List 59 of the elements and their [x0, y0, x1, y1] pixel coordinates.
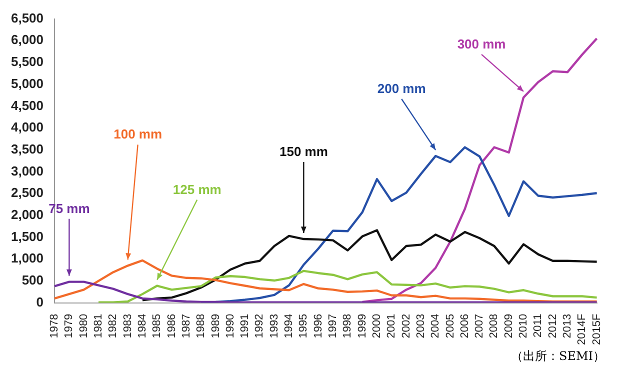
y-tick-label: 4,000 [10, 120, 44, 135]
y-tick-label: 3,000 [10, 163, 44, 178]
x-tick-label: 2007 [474, 314, 486, 338]
y-tick-label: 5,500 [10, 54, 44, 70]
x-tick-label: 2005 [444, 314, 456, 338]
x-tick-label: 1991 [239, 314, 252, 338]
x-tick-label: 2014F [576, 314, 588, 346]
x-tick-label: 1995 [298, 314, 310, 338]
y-tick-label: 4,500 [10, 98, 44, 113]
y-tick-label: 2,500 [10, 185, 44, 200]
x-tick-label: 1997 [327, 314, 340, 338]
annotation: 300 mm [457, 36, 506, 52]
x-tick-label: 2009 [502, 314, 515, 338]
y-tick-label: 0 [36, 294, 44, 310]
y-tick-label: 6,000 [10, 32, 44, 48]
x-tick-label: 1989 [210, 314, 222, 338]
annotation: 200 mm [377, 81, 426, 96]
x-tick-label: 1993 [268, 314, 280, 338]
x-tick-label: 2012 [546, 314, 559, 338]
annotation: 75 mm [48, 200, 90, 216]
annotation: 150 mm [279, 144, 328, 160]
x-tick-label: 1994 [283, 314, 296, 338]
y-tick-label: 3,500 [10, 141, 44, 156]
x-tick-label: 1981 [92, 314, 105, 338]
x-tick-label: 2002 [400, 314, 412, 338]
x-tick-label: 2006 [458, 314, 471, 338]
y-tick-label: 500 [22, 272, 44, 288]
x-tick-label: 1986 [166, 314, 178, 338]
x-tick-label: 1999 [356, 314, 368, 338]
x-tick-label: 2008 [488, 314, 500, 338]
y-tick-label: 2,000 [10, 207, 44, 222]
x-tick-label: 2001 [386, 314, 398, 338]
x-tick-label: 2015F [590, 314, 603, 346]
x-tick-label: 2011 [532, 314, 544, 338]
x-tick-label: 1987 [180, 314, 192, 338]
x-tick-label: 1978 [48, 314, 61, 338]
x-tick-label: 2000 [370, 314, 383, 338]
x-tick-label: 1983 [122, 314, 134, 338]
y-tick-label: 6,500 [10, 10, 44, 26]
annotation: 100 mm [114, 126, 162, 142]
x-tick-label: 1992 [254, 314, 266, 338]
x-tick-label: 1982 [107, 314, 120, 338]
x-tick-label: 1990 [224, 314, 236, 338]
x-tick-label: 1979 [63, 314, 76, 338]
y-tick-label: 1,000 [10, 250, 44, 266]
y-tick-label: 1,500 [10, 228, 44, 244]
y-tick-label: 5,000 [10, 76, 44, 91]
x-tick-label: 1980 [78, 314, 90, 338]
x-tick-label: 2010 [518, 314, 530, 338]
x-tick-label: 1985 [151, 314, 164, 338]
x-tick-label: 2003 [414, 314, 427, 338]
annotation: 125 mm [172, 182, 222, 197]
x-tick-label: 1988 [195, 314, 208, 338]
x-tick-label: 2013 [562, 314, 574, 338]
x-tick-label: 2004 [430, 314, 442, 338]
x-tick-label: 1996 [312, 314, 324, 338]
x-tick-label: 1984 [136, 314, 148, 338]
x-tick-label: 1998 [342, 314, 354, 338]
text: （出所：SEMI） [510, 348, 606, 365]
